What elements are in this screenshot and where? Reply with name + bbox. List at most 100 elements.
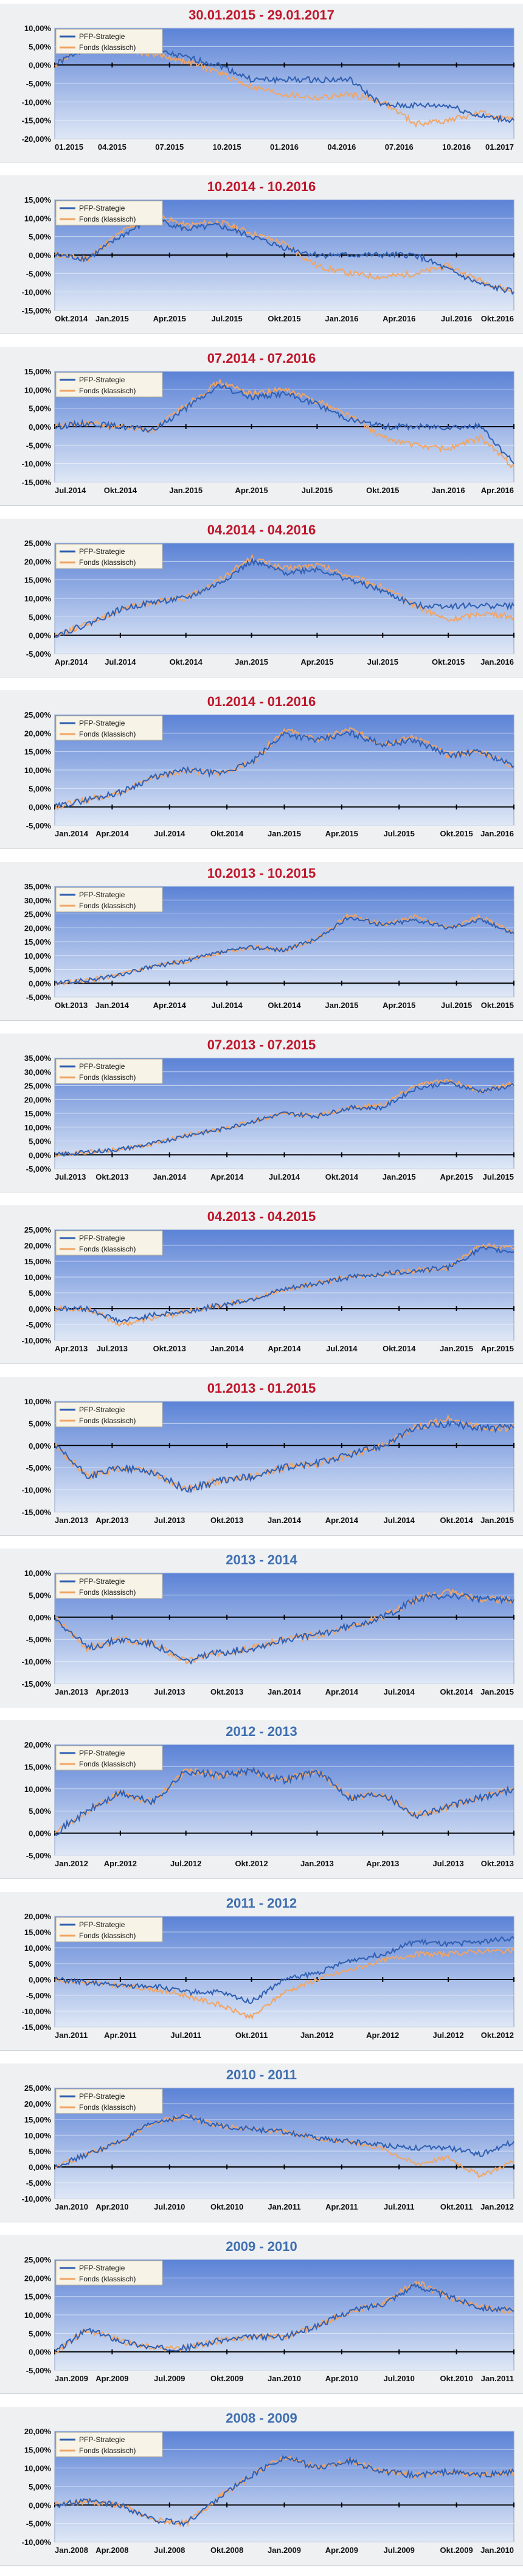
x-tick-label: Jan.2014 <box>210 1344 244 1353</box>
x-tick-label: Apr.2014 <box>325 1687 359 1696</box>
legend-label-fonds: Fonds (klassisch) <box>79 43 136 52</box>
x-tick-label: Jan.2013 <box>55 1687 88 1696</box>
x-tick-label: Jul.2008 <box>154 2546 185 2555</box>
x-tick-label: Jan.2014 <box>95 1001 130 1010</box>
y-tick-label: 5,00% <box>29 404 51 413</box>
y-tick-label: -5,00% <box>26 79 52 88</box>
x-tick-label: Apr.2015 <box>383 1001 415 1010</box>
y-tick-label: -5,00% <box>26 269 52 278</box>
y-tick-label: 30,00% <box>24 896 52 905</box>
legend-label-pfp: PFP-Strategie <box>79 1577 125 1586</box>
legend-label-fonds: Fonds (klassisch) <box>79 2275 136 2283</box>
y-tick-label: 5,00% <box>29 612 51 621</box>
y-tick-label: -5,00% <box>26 821 52 830</box>
y-tick-label: 35,00% <box>24 1054 52 1063</box>
x-tick-label: Jul.2014 <box>326 1344 358 1353</box>
legend-box <box>55 2432 163 2457</box>
y-tick-label: 5,00% <box>29 1959 51 1969</box>
chart-svg: 25,00% 20,00% 15,00% 10,00% 5,00% 0,00% -5,00%… <box>22 2084 514 2211</box>
legend-label-fonds: Fonds (klassisch) <box>79 1931 136 1940</box>
chart-title: 2008 - 2009 <box>226 2410 297 2426</box>
x-tick-label: Apr.2016 <box>383 314 415 323</box>
chart-svg: 25,00% 20,00% 15,00% 10,00% 5,00% 0,00% -5,00%… <box>24 2255 514 2383</box>
legend: PFP-Strategie Fonds (klassisch) <box>55 1917 163 1942</box>
x-tick-label: Jan.2015 <box>235 657 268 667</box>
y-tick-label: 0,00% <box>29 1829 51 1838</box>
legend-label-pfp: PFP-Strategie <box>79 2435 125 2444</box>
chart-title: 04.2014 - 04.2016 <box>207 522 316 537</box>
x-tick-label: Apr.2008 <box>95 2546 128 2555</box>
x-tick-label: Jul.2015 <box>367 657 398 667</box>
legend-label-fonds: Fonds (klassisch) <box>79 730 136 738</box>
legend-box <box>55 887 163 912</box>
x-tick-label: Apr.2014 <box>210 1172 244 1181</box>
chart-panel: 2009 - 2010 25,00% 20,00% 15,00% 10,00% 5,00%… <box>0 2235 523 2394</box>
x-tick-label: Apr.2014 <box>153 1001 187 1010</box>
y-tick-label: 10,00% <box>24 385 52 394</box>
legend-label-pfp: PFP-Strategie <box>79 1920 125 1929</box>
y-tick-label: -5,00% <box>26 2179 52 2188</box>
y-tick-label: 15,00% <box>24 2292 52 2301</box>
y-tick-label: 20,00% <box>24 2273 52 2283</box>
legend-label-pfp: PFP-Strategie <box>79 32 125 41</box>
y-tick-label: -15,00% <box>22 478 52 487</box>
chart-panel: 07.2013 - 07.2015 35,00% 30,00% 25,00% 20,00… <box>0 1034 523 1192</box>
x-tick-label: Okt.2011 <box>235 2031 268 2040</box>
y-tick-label: -5,00% <box>26 2519 52 2529</box>
series-line-pfp <box>54 215 514 295</box>
x-tick-label: Apr.2010 <box>95 2202 128 2211</box>
legend-label-fonds: Fonds (klassisch) <box>79 1416 136 1425</box>
x-tick-label: Okt.2013 <box>481 1859 514 1868</box>
legend-label-pfp: PFP-Strategie <box>79 719 125 727</box>
y-tick-label: -5,00% <box>26 1851 52 1860</box>
series-line-pfp <box>54 383 514 464</box>
y-tick-label: 0,00% <box>29 1441 51 1451</box>
x-tick-label: Apr.2009 <box>95 2374 128 2383</box>
y-tick-label: -5,00% <box>26 1164 52 1174</box>
y-tick-label: 10,00% <box>24 1397 52 1406</box>
y-tick-label: 5,00% <box>29 2482 51 2491</box>
x-tick-label: 04.2016 <box>327 142 356 152</box>
series-line-fonds <box>54 378 514 469</box>
x-tick-label: Jan.2012 <box>300 2031 334 2040</box>
y-tick-label: 5,00% <box>29 2147 51 2156</box>
x-tick-label: Jan.2016 <box>480 657 514 667</box>
chart-svg: 35,00% 30,00% 25,00% 20,00% 15,00% 10,00% 5,00… <box>24 1054 514 1181</box>
y-tick-label: 0,00% <box>29 2163 51 2172</box>
y-tick-label: 35,00% <box>24 882 52 891</box>
y-tick-label: 20,00% <box>24 1095 52 1104</box>
x-tick-label: 01.2015 <box>55 142 83 152</box>
x-tick-label: Apr.2016 <box>481 486 514 495</box>
y-tick-label: -15,00% <box>22 2023 52 2032</box>
legend: PFP-Strategie Fonds (klassisch) <box>55 372 163 397</box>
x-tick-label: Okt.2013 <box>210 1687 243 1696</box>
legend: PFP-Strategie Fonds (klassisch) <box>55 544 163 569</box>
legend-box <box>55 1230 163 1256</box>
chart-title: 10.2014 - 10.2016 <box>207 179 316 194</box>
series-line-fonds <box>54 2113 514 2179</box>
chart-title: 04.2013 - 04.2015 <box>207 1209 316 1224</box>
x-tick-label: Jul.2011 <box>170 2031 201 2040</box>
x-tick-label: Okt.2010 <box>210 2202 243 2211</box>
x-tick-label: Okt.2014 <box>210 829 244 838</box>
y-tick-label: 10,00% <box>24 594 52 603</box>
x-tick-label: Apr.2013 <box>95 1687 128 1696</box>
legend-box <box>55 1745 163 1771</box>
x-tick-label: Apr.2013 <box>95 1516 128 1525</box>
x-tick-label: Jul.2013 <box>432 1859 463 1868</box>
x-tick-label: Okt.2011 <box>440 2202 473 2211</box>
y-tick-label: 25,00% <box>24 910 52 919</box>
x-tick-label: Okt.2013 <box>55 1001 88 1010</box>
x-tick-label: Okt.2014 <box>104 486 137 495</box>
x-tick-label: Okt.2015 <box>440 829 473 838</box>
y-tick-label: 0,00% <box>29 631 51 640</box>
x-tick-label: Jul.2009 <box>384 2546 415 2555</box>
x-tick-label: Okt.2015 <box>481 1001 514 1010</box>
chart-panel: 2010 - 2011 25,00% 20,00% 15,00% 10,00% 5,00%… <box>0 2063 523 2222</box>
y-tick-label: 15,00% <box>24 937 52 947</box>
y-tick-label: -10,00% <box>22 1336 52 1345</box>
x-tick-label: Okt.2014 <box>440 1516 474 1525</box>
y-tick-label: 0,00% <box>29 2348 51 2357</box>
y-tick-label: 15,00% <box>24 367 52 376</box>
